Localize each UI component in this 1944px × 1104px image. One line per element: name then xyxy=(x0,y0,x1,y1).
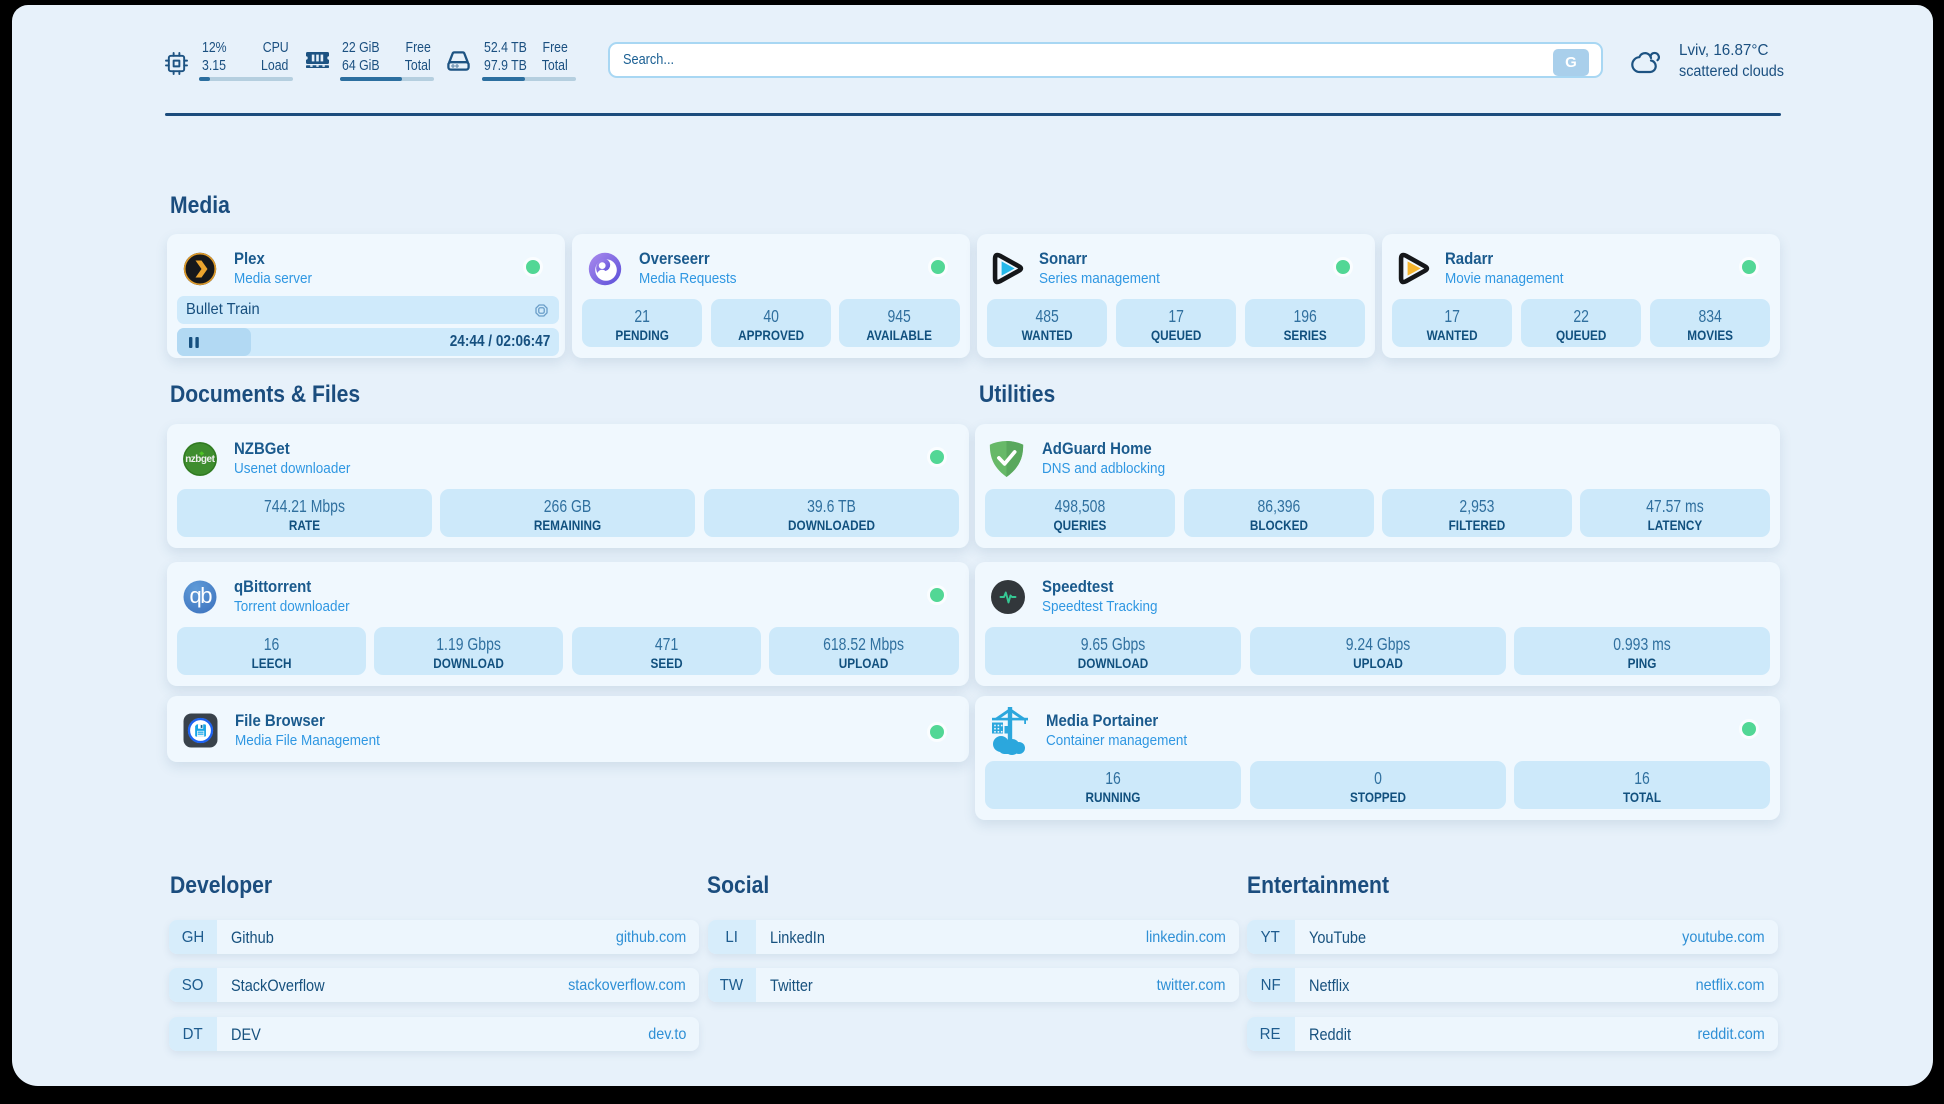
svg-text:nzbget: nzbget xyxy=(185,453,215,464)
svg-text:qb: qb xyxy=(189,583,212,608)
